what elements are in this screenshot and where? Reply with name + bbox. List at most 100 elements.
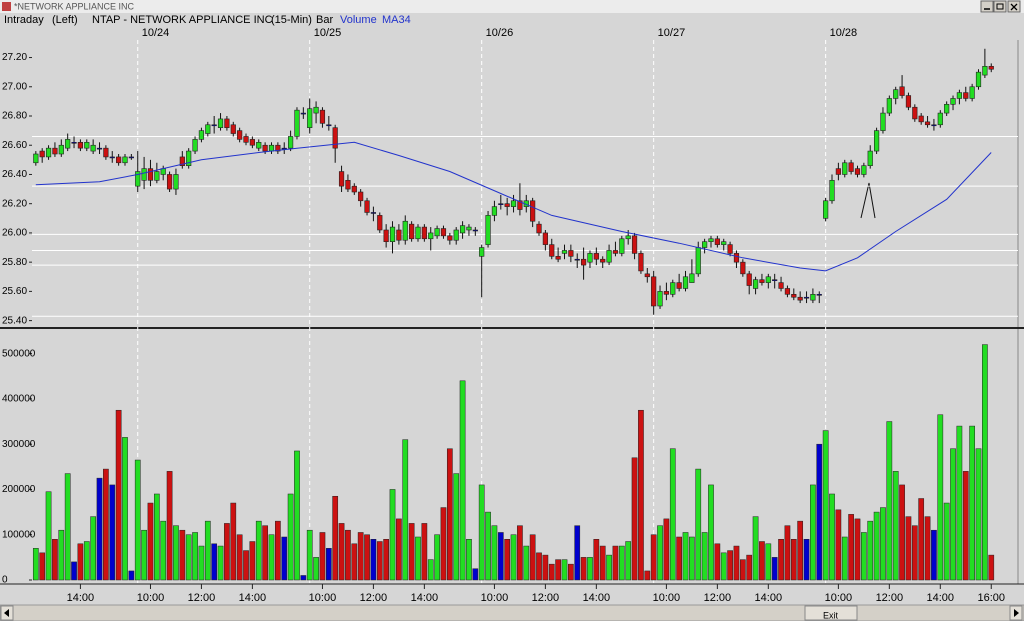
volume-bar [415, 536, 421, 581]
window-title: *NETWORK APPLIANCE INC [14, 1, 135, 11]
restore-button[interactable] [993, 0, 1007, 13]
scroll-thumb[interactable] [804, 605, 858, 621]
volume-bar [103, 468, 109, 581]
candle-body [459, 225, 466, 234]
session-label: 10/27 [658, 27, 686, 39]
candle-body [867, 150, 873, 166]
minimize-button[interactable] [980, 0, 994, 13]
volume-bar [383, 539, 389, 581]
candle-body [256, 142, 262, 149]
candle-body [472, 229, 478, 232]
volume-bar [790, 539, 797, 581]
y-tick-label: 27.20 [2, 52, 27, 63]
volume-bar [931, 529, 937, 581]
x-tick-label: 12:00 [188, 592, 216, 604]
scrollbar[interactable] [0, 604, 1024, 621]
candle-body [931, 124, 937, 127]
volume-bar [803, 539, 810, 581]
y-tick-label: 27.00 [2, 81, 27, 92]
volume-bar [962, 471, 969, 581]
candle-body [147, 168, 154, 181]
volume-bar [510, 534, 517, 581]
candle-body [568, 250, 574, 257]
volume-bar [402, 439, 409, 581]
x-tick-label: 10:00 [309, 592, 337, 604]
ma-line [35, 141, 992, 272]
candle-body [854, 168, 861, 175]
x-tick-label: 12:00 [876, 592, 904, 604]
volume-bar [192, 532, 198, 581]
volume-bar [816, 443, 823, 581]
volume-bar [504, 539, 511, 581]
volume-bar [173, 525, 179, 581]
volume-bar [408, 523, 415, 581]
candle-body [358, 191, 364, 202]
candle-body [517, 200, 523, 210]
candle-body [192, 139, 198, 152]
volume-bar [861, 532, 867, 581]
candle-body [84, 142, 90, 149]
candle-body [491, 206, 498, 216]
volume-bar [255, 520, 262, 581]
candle-body [695, 247, 701, 275]
x-tick-label: 16:00 [977, 592, 1005, 604]
volume-bar [956, 425, 963, 581]
volume-bar [275, 520, 281, 581]
volume-bar [485, 511, 491, 581]
candle-body [122, 156, 128, 164]
candle-body [434, 228, 440, 237]
x-tick-label: 10:00 [653, 592, 681, 604]
candle-body [128, 156, 134, 159]
x-tick-label: 10:00 [137, 592, 165, 604]
candle-body [402, 220, 408, 241]
x-tick-label: 14:00 [67, 592, 95, 604]
candle-body [670, 282, 676, 295]
y-tick-label: 0 [2, 575, 8, 586]
volume-bar [899, 484, 905, 581]
candle-body [899, 86, 905, 96]
volume-bar [937, 414, 944, 581]
candle-body [504, 203, 510, 207]
title-bar [0, 0, 1024, 13]
x-tick-label: 14:00 [755, 592, 783, 604]
candle-body [969, 86, 975, 99]
candle-body [479, 247, 485, 257]
session-label: 10/26 [486, 27, 514, 39]
candle-body [823, 200, 829, 219]
volume-bar [90, 516, 96, 581]
volume-bar [682, 532, 689, 581]
candle-body [682, 276, 689, 289]
candle-body [689, 273, 695, 283]
volume-bar [224, 523, 230, 581]
volume-bar [185, 534, 192, 581]
candle-body [109, 156, 115, 159]
volume-bar [128, 570, 135, 581]
volume-bar [268, 534, 275, 581]
candle-body [294, 109, 300, 137]
candle-body [893, 89, 899, 99]
candle-body [268, 144, 275, 152]
window-buttons[interactable] [980, 0, 1021, 13]
volume-bar [587, 557, 593, 581]
header-title: NTAP - NETWORK APPLIANCE INC [92, 14, 273, 26]
volume-bar [478, 484, 485, 581]
candle-body [574, 258, 580, 261]
volume-bar [612, 545, 619, 581]
volume-bar [822, 430, 829, 581]
volume-bar [325, 548, 332, 581]
candle-body [778, 282, 784, 289]
candle-body [746, 273, 752, 286]
candle-body [447, 235, 453, 241]
header-style: Bar [316, 14, 333, 26]
volume-bar [364, 534, 370, 581]
volume-bar [491, 525, 498, 581]
candle-body [415, 226, 421, 240]
candle-body [453, 229, 459, 241]
volume-bar [695, 468, 702, 581]
candle-body [510, 200, 517, 207]
candle-body [631, 235, 638, 254]
volume-bar [580, 557, 587, 581]
volume-bar [911, 525, 918, 581]
volume-bar [141, 529, 147, 581]
candle-body [612, 250, 619, 254]
